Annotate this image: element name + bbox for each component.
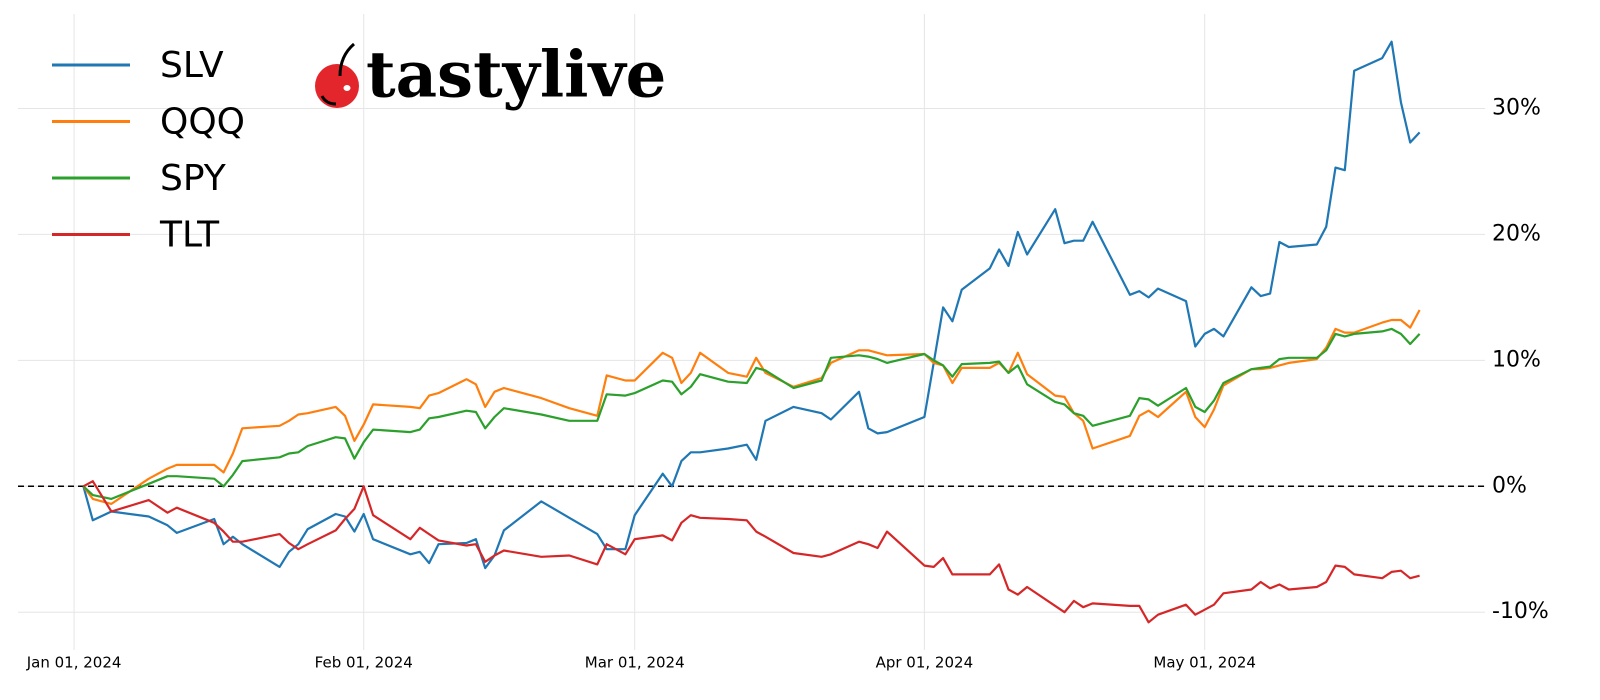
y-tick-label: 10% — [1492, 347, 1541, 372]
plot — [82, 40, 1421, 624]
legend: SLV QQQ SPY TLT — [52, 45, 245, 256]
x-tick-label: Apr 01, 2024 — [876, 654, 974, 672]
x-tick-label: May 01, 2024 — [1153, 654, 1256, 672]
series-line — [82, 309, 1421, 505]
logo-cherry-shine — [343, 85, 351, 91]
logo: tastylive — [315, 38, 666, 113]
x-tick-label: Jan 01, 2024 — [26, 654, 122, 672]
y-tick-label: 0% — [1492, 473, 1527, 498]
y-tick-label: -10% — [1492, 599, 1549, 624]
legend-label: SLV — [160, 45, 224, 86]
y-tick-label: 20% — [1492, 221, 1541, 246]
logo-stem — [338, 42, 356, 77]
logo-cherry-mark — [320, 95, 337, 106]
series-line — [82, 480, 1420, 624]
series-line — [82, 327, 1421, 500]
grid — [18, 14, 1485, 650]
logo-text: tastylive — [366, 38, 666, 113]
legend-label: QQQ — [160, 102, 245, 143]
x-tick-label: Mar 01, 2024 — [585, 654, 685, 672]
x-tick-label: Feb 01, 2024 — [315, 654, 413, 672]
legend-label: SPY — [160, 158, 227, 199]
logo-cherry — [315, 64, 359, 108]
series-line — [82, 40, 1421, 570]
legend-label: TLT — [159, 215, 220, 256]
y-tick-label: 30% — [1492, 95, 1541, 120]
